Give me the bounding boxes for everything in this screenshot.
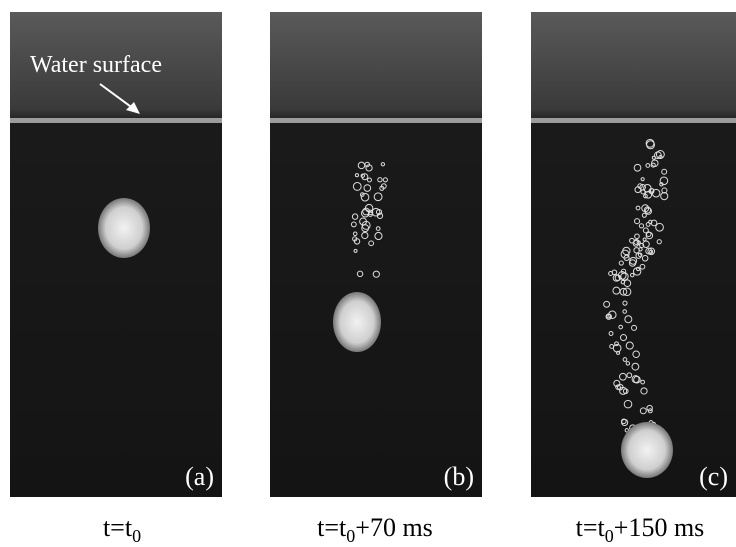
caption-rest: +70 ms bbox=[355, 513, 433, 542]
panel-label: (b) bbox=[444, 462, 474, 491]
caption-rest: +150 ms bbox=[614, 513, 705, 542]
caption: t=t0+150 ms bbox=[576, 513, 705, 546]
panel-label: (a) bbox=[185, 462, 214, 491]
bubble-cluster bbox=[98, 198, 150, 258]
caption: t=t0+70 ms bbox=[317, 513, 433, 546]
photo bbox=[270, 12, 482, 497]
photo bbox=[531, 12, 736, 497]
bubble-cluster bbox=[621, 422, 673, 478]
caption-sub: 0 bbox=[605, 526, 614, 546]
caption-base: t=t bbox=[103, 513, 133, 542]
caption-base: t=t bbox=[317, 513, 347, 542]
surface-line bbox=[10, 118, 222, 123]
bubble-cluster bbox=[333, 292, 381, 352]
surface-line bbox=[531, 118, 736, 123]
caption-sub: 0 bbox=[132, 526, 141, 546]
panel-label: (c) bbox=[699, 462, 728, 491]
caption-base: t=t bbox=[576, 513, 606, 542]
caption: t=t0 bbox=[103, 513, 141, 546]
surface-line bbox=[270, 118, 482, 123]
figure: (a)t=t0(b)t=t0+70 ms(c)t=t0+150 ms Water… bbox=[0, 0, 736, 547]
page: (a)t=t0(b)t=t0+70 ms(c)t=t0+150 ms Water… bbox=[0, 0, 736, 547]
panels: (a)t=t0(b)t=t0+70 ms(c)t=t0+150 ms bbox=[10, 12, 736, 546]
caption-sub: 0 bbox=[346, 526, 355, 546]
annotation: Water surface bbox=[30, 52, 162, 78]
